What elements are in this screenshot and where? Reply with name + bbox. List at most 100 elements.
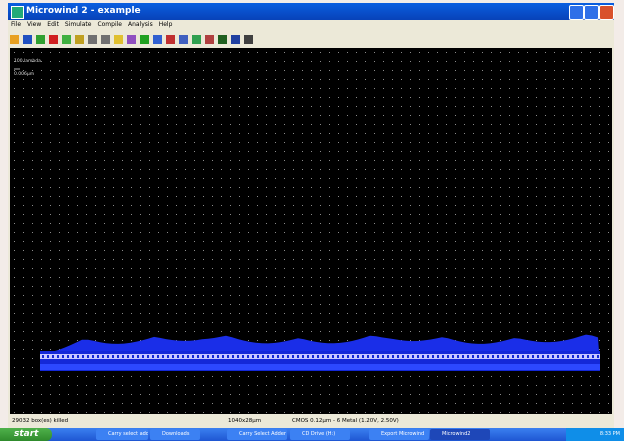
contact [187,355,189,358]
taskbar-button[interactable]: Downloads [150,429,200,440]
contact [417,355,419,358]
contact [372,355,374,358]
contact [192,355,194,358]
contact [347,355,349,358]
taskbar-button[interactable]: Carry select adders d... [96,429,148,440]
tool[interactable] [75,34,84,44]
menu-item[interactable]: Simulate [64,21,92,28]
contact [167,355,169,358]
contact [447,355,449,358]
tool[interactable] [127,34,136,44]
contact [597,355,599,358]
contact [97,355,99,358]
contact [42,355,44,358]
taskbar-button[interactable]: Carry Select Adder - ... [227,429,287,440]
menu-item[interactable]: Help [158,21,173,28]
tool[interactable] [62,34,71,44]
contact [397,355,399,358]
contact [137,355,139,358]
contact [152,355,154,358]
status-field: 1040x28µm [228,418,262,424]
contact [47,355,49,358]
contact [327,355,329,358]
contact [532,355,534,358]
contact [217,355,219,358]
contact [487,355,489,358]
contact [407,355,409,358]
status-bar: 29032 box(es) killed 1040x28µm CMOS 0.12µm… [10,416,612,426]
contact [82,355,84,358]
tool[interactable] [140,34,149,44]
contact [477,355,479,358]
contact [117,355,119,358]
contact [332,355,334,358]
scale-label: 100 lambda [14,58,41,64]
contact [252,355,254,358]
clock: 8:33 PM [599,431,620,437]
tool[interactable] [192,34,201,44]
title-bar: Microwind 2 - example [8,3,614,20]
contact [102,355,104,358]
tool[interactable] [166,34,175,44]
contact [87,355,89,358]
contact [267,355,269,358]
menu-bar: File View Edit Simulate Compile Analysis Help [8,20,175,30]
contact [122,355,124,358]
contact [312,355,314,358]
menu-item[interactable]: Edit [47,21,59,28]
contact [127,355,129,358]
contact [527,355,529,358]
contact [157,355,159,358]
close-button[interactable] [599,5,614,20]
contact [272,355,274,358]
taskbar-button[interactable]: CD Drive (H:) [290,429,350,440]
status-field: 29032 box(es) killed [12,418,69,424]
tool[interactable] [36,34,45,44]
menu-item[interactable]: File [11,21,22,28]
contact [292,355,294,358]
maximize-button[interactable] [584,5,599,20]
tool[interactable] [205,34,214,44]
contact [442,355,444,358]
layout-canvas[interactable]: 100 lambda 0.006µm [10,48,612,414]
contact [377,355,379,358]
contact [537,355,539,358]
taskbar-button[interactable]: Microwind2 [430,429,490,440]
start-button[interactable]: start [0,428,52,441]
tool[interactable] [49,34,58,44]
taskbar-button[interactable]: Export Microwind [369,429,429,440]
contact [92,355,94,358]
tool[interactable] [218,34,227,44]
tool[interactable] [153,34,162,44]
minimize-button[interactable] [569,5,584,20]
taskbar: start 8:33 PM Carry select adders d...Do… [0,428,624,441]
tool[interactable] [23,34,32,44]
tool[interactable] [101,34,110,44]
contact [262,355,264,358]
menu-item[interactable]: Compile [97,21,122,28]
contact [62,355,64,358]
tool[interactable] [114,34,123,44]
app-window: Microwind 2 - example File View Edit Simula… [8,3,614,428]
contact [307,355,309,358]
contact [427,355,429,358]
status-field: CMOS 0.12µm - 6 Metal (1.20V, 2.50V) [292,418,399,424]
system-tray: 8:33 PM [566,428,624,441]
contact [392,355,394,358]
tool[interactable] [231,34,240,44]
tool[interactable] [10,34,19,44]
contact [542,355,544,358]
contact [237,355,239,358]
tool[interactable] [88,34,97,44]
active-strip [40,354,600,359]
contact [517,355,519,358]
tool[interactable] [179,34,188,44]
contact [247,355,249,358]
contact [232,355,234,358]
contact [322,355,324,358]
menu-item[interactable]: Analysis [127,21,153,28]
tool[interactable] [244,34,253,44]
menu-item[interactable]: View [27,21,42,28]
contact [147,355,149,358]
